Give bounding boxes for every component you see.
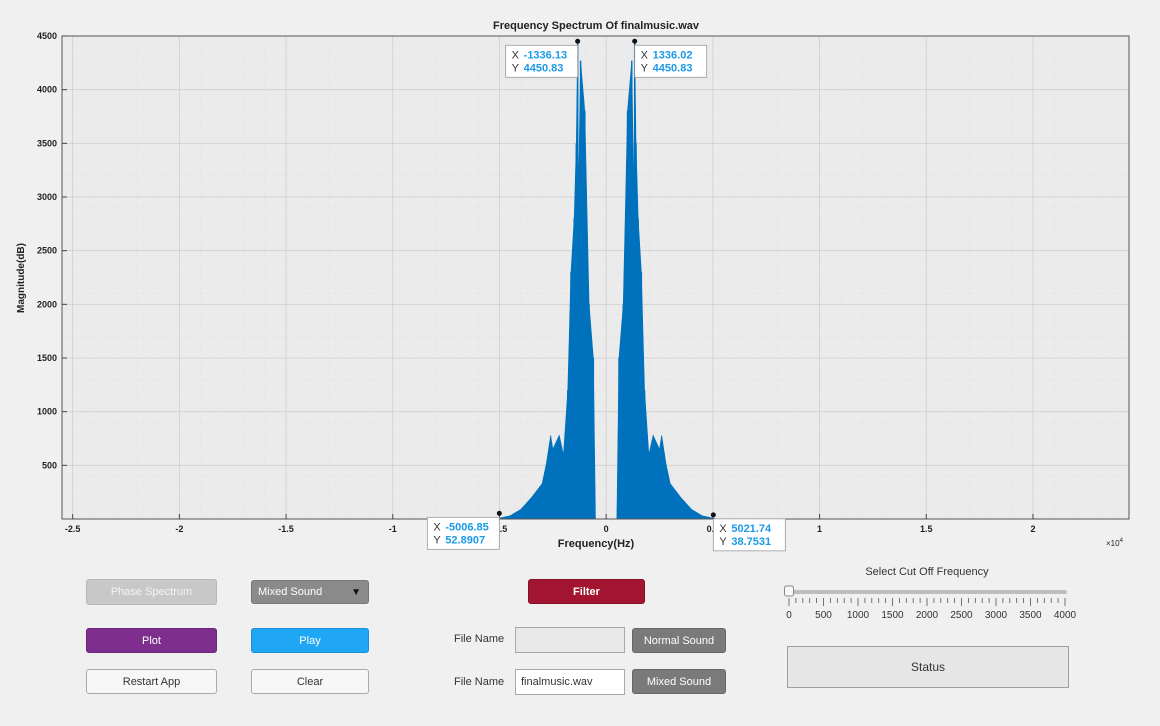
datatip-box [712, 518, 786, 552]
y-tick-label: 3500 [37, 138, 57, 148]
file-name-label-2: File Name [454, 676, 505, 688]
x-exponent-label: ×104 [1106, 538, 1124, 548]
datatip-value: 1336.02 [653, 49, 693, 61]
chart-title: Frequency Spectrum Of finalmusic.wav [493, 20, 700, 32]
sound-select-dropdown[interactable]: Mixed Sound ▼ [251, 580, 369, 604]
datatip-axis-label: Y [641, 62, 649, 74]
slider-tick-label: 2500 [950, 610, 973, 621]
datatip-value: 4450.83 [653, 62, 693, 74]
mixed-file-name-field[interactable]: finalmusic.wav [515, 669, 625, 695]
file-name-label-1: File Name [454, 633, 505, 645]
clear-button[interactable]: Clear [251, 669, 369, 694]
sound-select-value: Mixed Sound [258, 586, 323, 598]
x-tick-label: 0.5 [707, 524, 720, 534]
restart-app-button[interactable]: Restart App [86, 669, 217, 694]
normal-file-name-field[interactable] [515, 627, 625, 653]
slider-tick-label: 1000 [847, 610, 870, 621]
y-tick-label: 2000 [37, 299, 57, 309]
x-tick-label: -1.5 [278, 524, 294, 534]
datatip-value: -1336.13 [524, 49, 567, 61]
axes-area[interactable] [62, 36, 1129, 519]
datatip-box [634, 44, 708, 78]
slider-tick-label: 3500 [1019, 610, 1042, 621]
datatip-box [426, 516, 500, 550]
x-tick-label: -2.5 [65, 524, 81, 534]
datatip-value: 38.7531 [731, 536, 771, 548]
datatip-axis-label: X [719, 523, 727, 535]
slider-tick-label: 1500 [881, 610, 904, 621]
datatip-value: -5006.85 [445, 521, 488, 533]
slider-tick-label: 2000 [916, 610, 939, 621]
y-axis-label: Magnitude(dB) [16, 243, 27, 313]
slider-thumb[interactable] [784, 585, 794, 597]
normal-sound-button[interactable]: Normal Sound [632, 628, 726, 653]
datatip-axis-label: X [641, 49, 649, 61]
datatip-marker[interactable] [710, 512, 716, 518]
y-tick-label: 1500 [37, 353, 57, 363]
mixed-sound-button[interactable]: Mixed Sound [632, 669, 726, 694]
y-tick-label: 3000 [37, 192, 57, 202]
datatip-axis-label: X [512, 49, 520, 61]
datatip-value: 5021.74 [731, 523, 772, 535]
datatip-axis-label: X [433, 521, 441, 533]
y-tick-label: 500 [42, 460, 57, 470]
slider-tick-label: 4000 [1054, 610, 1076, 621]
slider-tick-label: 500 [815, 610, 832, 621]
x-tick-label: -1 [389, 524, 397, 534]
datatip-axis-label: Y [433, 534, 441, 546]
x-tick-label: 1.5 [920, 524, 933, 534]
spectrum-plot: -2.5-2-1.5-1-0.500.511.52500100015002000… [16, 20, 1130, 552]
datatip-axis-label: Y [719, 536, 727, 548]
phase-spectrum-button[interactable]: Phase Spectrum [86, 579, 217, 605]
x-axis-label: Frequency(Hz) [558, 538, 635, 550]
x-tick-label: 2 [1030, 524, 1035, 534]
y-tick-label: 1000 [37, 407, 57, 417]
filter-button[interactable]: Filter [528, 579, 645, 604]
datatip-box [505, 44, 579, 78]
x-tick-label: -2 [175, 524, 183, 534]
y-tick-label: 4000 [37, 85, 57, 95]
slider-tick-label: 3000 [985, 610, 1008, 621]
datatip-marker[interactable] [496, 510, 502, 516]
datatip-marker[interactable] [632, 38, 638, 44]
cutoff-frequency-slider[interactable]: 0 500 1000 1500 2000 2500 3000 3500 4000 [776, 582, 1076, 624]
datatip-value: 4450.83 [524, 62, 564, 74]
plot-button[interactable]: Plot [86, 628, 217, 653]
x-tick-label: 1 [817, 524, 822, 534]
datatip-marker[interactable] [575, 38, 581, 44]
play-button[interactable]: Play [251, 628, 369, 653]
status-box: Status [787, 646, 1069, 688]
x-tick-label: 0 [604, 524, 609, 534]
slider-tick-label: 0 [786, 610, 792, 621]
chevron-down-icon: ▼ [351, 587, 361, 598]
y-tick-label: 4500 [37, 31, 57, 41]
spectrum-spikes [567, 41, 646, 519]
y-tick-label: 2500 [37, 246, 57, 256]
slider-title: Select Cut Off Frequency [865, 566, 989, 578]
datatip-value: 52.8907 [445, 534, 485, 546]
datatip-axis-label: Y [512, 62, 520, 74]
